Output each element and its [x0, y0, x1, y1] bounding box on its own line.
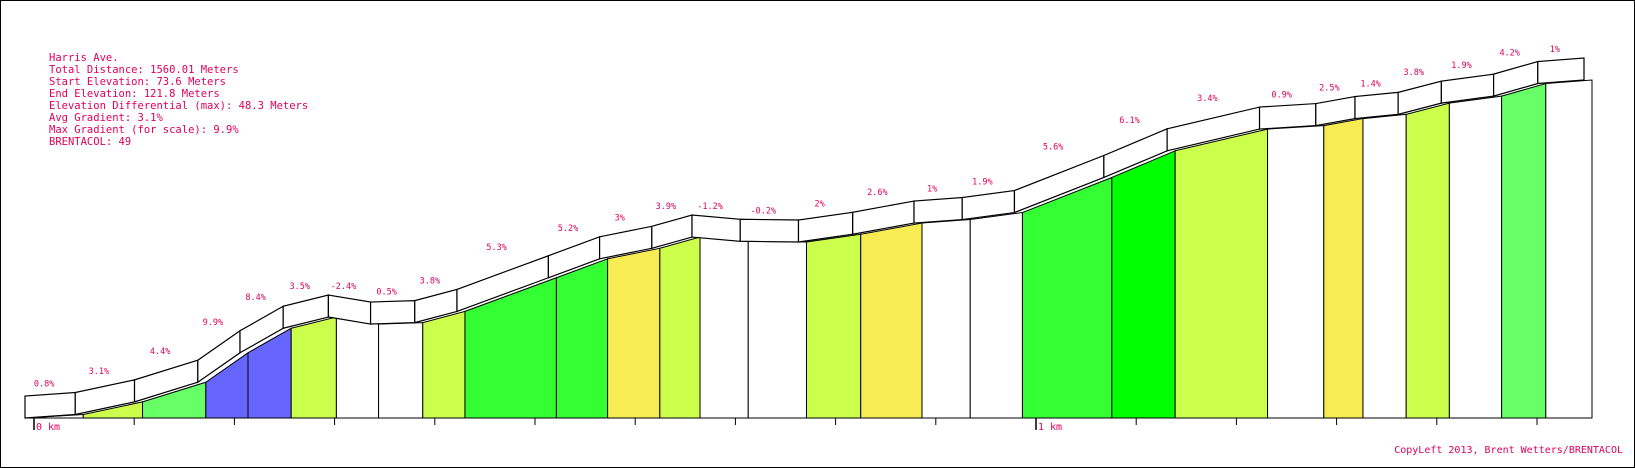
gradient-label: -2.4%	[331, 282, 357, 292]
road-band-segment	[1258, 102, 1317, 130]
gradient-label: 3.1%	[89, 367, 109, 377]
gradient-label: 0.5%	[376, 288, 396, 298]
segment-fill	[1021, 176, 1113, 419]
gradient-label: 4.4%	[150, 347, 170, 357]
gradient-label: 3.5%	[290, 282, 310, 292]
brentacol-score: BRENTACOL: 49	[49, 136, 132, 148]
gradient-label: 0.8%	[34, 379, 54, 389]
gradient-label: 3.4%	[1197, 94, 1217, 104]
segment-fill	[1545, 79, 1593, 419]
gradient-label: 2%	[814, 199, 824, 209]
road-band	[24, 57, 1585, 419]
gradient-labels: 0.8% 3.1% 4.4% 9.9% 8.4% 3.5% -2.4% 0.5% 3.8% 5.3…	[34, 45, 1560, 389]
gradient-label: 4.2%	[1499, 49, 1519, 59]
gradient-label: 8.4%	[245, 293, 265, 303]
road-band-segment	[739, 218, 800, 243]
segment-fill	[607, 247, 661, 419]
segment-fills	[24, 79, 1593, 419]
gradient-label: 0.9%	[1271, 91, 1291, 101]
gradient-label: 2.5%	[1319, 84, 1339, 94]
route-name: Harris Ave.	[49, 52, 119, 64]
road-band-segment	[1537, 57, 1585, 85]
segment-fill	[1174, 128, 1269, 419]
avg-gradient: Avg Gradient: 3.1%	[49, 112, 163, 124]
km-tick-label: 1 km	[1038, 422, 1062, 433]
gradient-label: 1.9%	[972, 178, 992, 188]
gradient-label: 5.2%	[558, 224, 578, 234]
gradient-label: 3.8%	[420, 276, 440, 286]
road-band-segment	[913, 196, 963, 224]
segment-fill	[1362, 113, 1407, 419]
gradient-label: 5.6%	[1043, 142, 1063, 152]
total-distance: Total Distance: 1560.01 Meters	[49, 64, 239, 76]
segment-fill	[1448, 95, 1503, 419]
segment-fill	[335, 316, 380, 419]
start-elevation: Start Elevation: 73.6 Meters	[49, 76, 227, 88]
segment-fill	[422, 310, 466, 419]
segment-fill	[699, 236, 749, 419]
segment-fill	[1501, 82, 1547, 419]
max-gradient: Max Gradient (for scale): 9.9%	[49, 124, 239, 136]
gradient-label: 3.9%	[656, 202, 676, 212]
segment-fill	[659, 236, 701, 419]
gradient-label: 1.4%	[1360, 79, 1380, 89]
end-elevation: End Elevation: 121.8 Meters	[49, 88, 220, 100]
gradient-label: 3%	[615, 213, 625, 223]
segment-fill	[860, 222, 923, 419]
gradient-label: 6.1%	[1119, 116, 1139, 126]
gradient-label: -0.2%	[751, 206, 777, 216]
segment-fill	[969, 211, 1023, 419]
road-band-segment	[1354, 91, 1399, 120]
route-info: Harris Ave. Total Distance: 1560.01 Mete…	[49, 52, 308, 148]
segment-fill	[921, 219, 971, 419]
segment-fill	[290, 316, 337, 419]
segment-fill	[805, 233, 862, 419]
road-band-segment	[691, 214, 741, 242]
segment-fill	[747, 240, 807, 419]
segment-fill	[1267, 125, 1325, 419]
gradient-label: 1%	[927, 185, 937, 195]
gradient-label: 1.9%	[1451, 61, 1471, 71]
elevation-differential: Elevation Differential (max): 48.3 Meter…	[49, 100, 309, 112]
copyleft-notice: CopyLeft 2013, Brent Wetters/BRENTACOL	[1394, 445, 1623, 456]
road-band-segment	[369, 300, 416, 325]
segment-fill	[1323, 117, 1364, 419]
km-tick-label: 0 km	[36, 422, 60, 433]
segment-fill	[1405, 102, 1450, 419]
segment-fill	[378, 322, 424, 419]
gradient-label: 1%	[1550, 45, 1560, 55]
segment-fill	[1111, 150, 1176, 419]
distance-axis: 0 km 1 km	[25, 417, 1592, 433]
gradient-label: -1.2%	[697, 202, 723, 212]
road-band-segment	[24, 391, 76, 419]
gradient-label: 3.8%	[1404, 68, 1424, 78]
gradient-label: 5.3%	[486, 243, 506, 253]
gradient-label: 9.9%	[203, 318, 223, 328]
segment-fill	[555, 258, 609, 419]
gradient-label: 2.6%	[867, 188, 887, 198]
